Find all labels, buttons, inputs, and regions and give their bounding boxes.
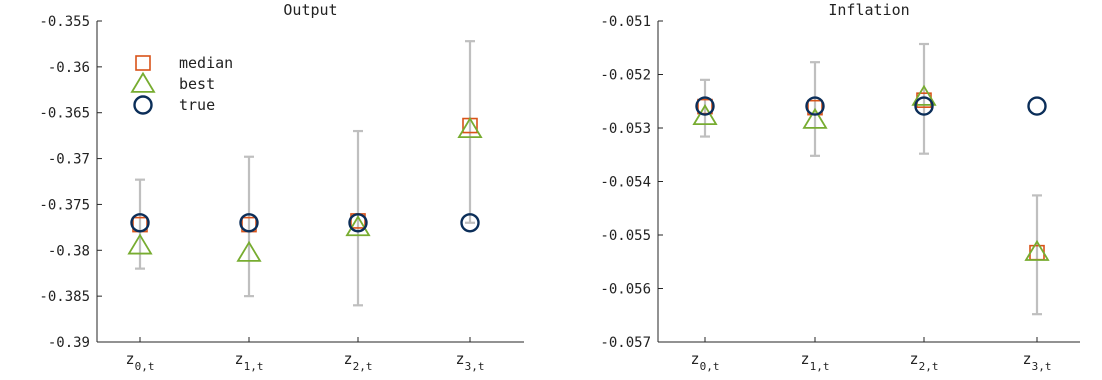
y-tick-label: -0.051 xyxy=(600,14,651,30)
legend-label-true: true xyxy=(179,96,215,114)
chart-title: Inflation xyxy=(828,1,909,19)
legend-true-icon xyxy=(133,95,153,115)
x-tick-label: z0,t xyxy=(691,350,720,373)
y-tick-label: -0.385 xyxy=(39,289,90,305)
x-tick-label: z2,t xyxy=(910,350,939,373)
y-tick-label: -0.054 xyxy=(600,175,651,191)
x-tick-label: z1,t xyxy=(801,350,830,373)
legend-label-best: best xyxy=(179,75,215,93)
y-tick-label: -0.39 xyxy=(48,335,90,351)
best-marker xyxy=(457,116,483,138)
y-tick-label: -0.36 xyxy=(48,60,90,76)
true-marker xyxy=(130,213,150,233)
y-tick-label: -0.375 xyxy=(39,197,90,213)
x-tick-label: z2,t xyxy=(344,350,373,373)
true-marker xyxy=(1027,96,1047,116)
y-tick-label: -0.056 xyxy=(600,282,651,298)
y-tick-label: -0.053 xyxy=(600,121,651,137)
legend-best-icon xyxy=(130,71,156,93)
y-tick-label: -0.38 xyxy=(48,243,90,259)
y-tick-label: -0.057 xyxy=(600,335,651,351)
legend-label-median: median xyxy=(179,54,233,72)
true-marker xyxy=(695,96,715,116)
y-tick-label: -0.365 xyxy=(39,106,90,122)
y-tick-label: -0.355 xyxy=(39,14,90,30)
x-tick-label: z0,t xyxy=(126,350,155,373)
chart-panel-2: Inflation -0.051 -0.052 -0.053 -0.054 -0.055 -… xyxy=(600,1,1080,373)
best-marker xyxy=(127,233,153,255)
true-marker xyxy=(239,213,259,233)
best-marker xyxy=(911,84,937,106)
true-marker xyxy=(348,213,368,233)
true-marker xyxy=(914,96,934,116)
best-marker xyxy=(692,103,718,126)
y-tick-label: -0.052 xyxy=(600,68,651,84)
true-marker xyxy=(805,96,825,116)
best-marker xyxy=(802,107,828,129)
x-tick-label: z1,t xyxy=(235,350,264,373)
best-marker xyxy=(236,240,262,262)
best-marker xyxy=(1024,239,1050,261)
x-tick-label: z3,t xyxy=(456,350,485,373)
x-tick-label: z3,t xyxy=(1023,350,1052,373)
best-marker xyxy=(345,215,371,237)
y-tick-label: -0.37 xyxy=(48,152,90,168)
legend-median-icon xyxy=(135,55,151,71)
true-marker xyxy=(460,213,480,233)
chart-panel-1: Output -0.355 -0.36 -0.365 -0.37 -0.375 -0.38 -… xyxy=(39,1,524,373)
y-tick-label: -0.055 xyxy=(600,228,651,244)
chart-title: Output xyxy=(283,1,337,19)
legend: median best true xyxy=(130,54,233,115)
